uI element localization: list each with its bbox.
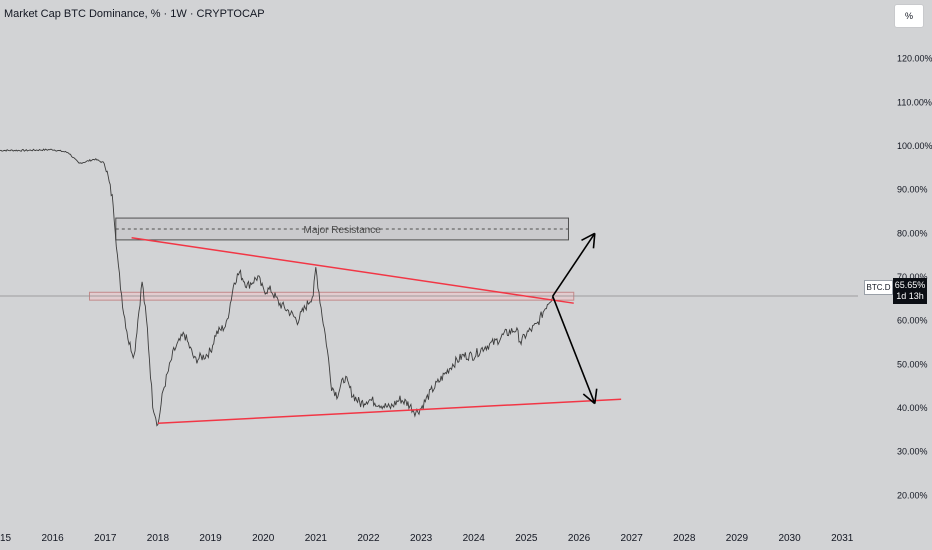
x-tick-label: 2020: [252, 533, 275, 544]
x-tick-label: 2017: [94, 533, 117, 544]
y-tick-label: 30.00%: [897, 447, 928, 457]
symbol-badge: BTC.D: [864, 280, 893, 295]
y-tick-label: 70.00%: [897, 272, 928, 282]
x-tick-label: 2023: [410, 533, 433, 544]
chart-title: Market Cap BTC Dominance, % · 1W · CRYPT…: [4, 8, 265, 20]
y-tick-label: 90.00%: [897, 185, 928, 195]
x-tick-label: 2018: [147, 533, 170, 544]
x-tick-label: 2015: [0, 533, 12, 544]
x-tick-label: 2019: [199, 533, 222, 544]
x-tick-label: 2029: [726, 533, 749, 544]
y-tick-label: 80.00%: [897, 228, 928, 238]
x-tick-label: 2022: [357, 533, 380, 544]
y-tick-label: 120.00%: [897, 54, 932, 64]
x-tick-label: 2026: [568, 533, 591, 544]
x-tick-label: 2028: [673, 533, 696, 544]
btc-dominance-line: [0, 148, 554, 427]
x-tick-label: 2027: [621, 533, 644, 544]
drawings-layer: [131, 232, 622, 424]
y-tick-label: 50.00%: [897, 359, 928, 369]
last-price-badge: 65.65% 1d 13h: [893, 278, 927, 304]
arrow-up-head: [581, 232, 596, 241]
x-tick-label: 2030: [778, 533, 801, 544]
x-tick-label: 2024: [463, 533, 486, 544]
percent-scale-button[interactable]: %: [894, 4, 924, 28]
y-axis[interactable]: 20.00% 30.00% 40.00% 50.00% 60.00% 70.00% 80.0…: [897, 54, 932, 501]
y-tick-label: 100.00%: [897, 141, 932, 151]
ascending-trendline: [157, 398, 622, 424]
x-tick-label: 2031: [831, 533, 854, 544]
price-series: [0, 148, 554, 427]
y-tick-label: 40.00%: [897, 403, 928, 413]
arrow-up-head: [592, 233, 596, 249]
zone-layer: Major Resistance: [0, 217, 858, 301]
last-price-value: 65.65%: [894, 280, 926, 290]
countdown-value: 1d 13h: [896, 291, 924, 301]
arrow-down-head: [582, 393, 596, 405]
y-tick-label: 110.00%: [897, 97, 932, 107]
y-tick-label: 60.00%: [897, 316, 928, 326]
arrow-down-head: [594, 388, 598, 404]
x-tick-label: 2021: [305, 533, 328, 544]
x-tick-label: 2025: [515, 533, 538, 544]
resistance-label: Major Resistance: [304, 225, 382, 236]
arrow-up: [552, 232, 596, 297]
x-tick-label: 2016: [42, 533, 65, 544]
descending-trendline: [131, 236, 574, 304]
y-tick-label: 20.00%: [897, 490, 928, 500]
arrow-down: [551, 295, 596, 404]
x-axis[interactable]: 2015 2016 2017 2018 2019 2020 2021 2022 2023 2024…: [0, 533, 854, 544]
